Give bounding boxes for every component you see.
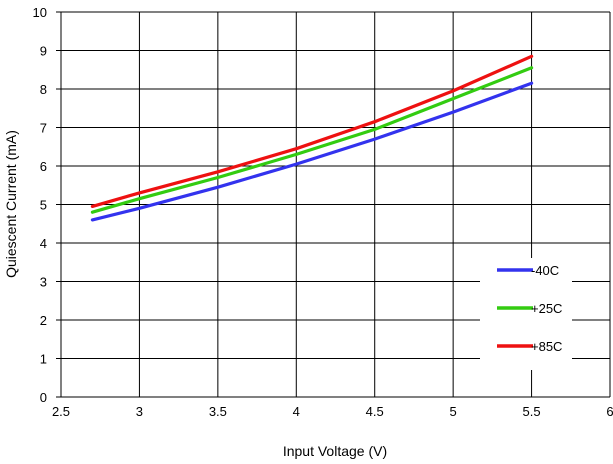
x-tick-label: 5.5 bbox=[523, 404, 541, 419]
series-line-0 bbox=[90, 81, 534, 222]
x-tick-label: 6 bbox=[606, 404, 613, 419]
y-tick-label: 6 bbox=[40, 159, 47, 174]
legend-label: +25C bbox=[531, 301, 562, 316]
y-tick-label: 8 bbox=[40, 82, 47, 97]
y-tick-label: 9 bbox=[40, 44, 47, 59]
y-tick-label: 4 bbox=[40, 236, 47, 251]
y-tick-label: 10 bbox=[33, 5, 47, 20]
legend-label: -40C bbox=[531, 263, 559, 278]
y-tick-label: 2 bbox=[40, 313, 47, 328]
x-tick-label: 4 bbox=[293, 404, 300, 419]
x-axis-ticks: 2.5 3 3.5 4 4.5 5 5.5 6 bbox=[52, 404, 613, 419]
x-tick-label: 3.5 bbox=[209, 404, 227, 419]
y-axis-title: Quiescent Current (mA) bbox=[3, 130, 19, 278]
legend-box bbox=[480, 258, 572, 370]
x-axis-title: Input Voltage (V) bbox=[283, 443, 387, 459]
legend: -40C +25C +85C bbox=[480, 258, 572, 370]
x-tick-label: 4.5 bbox=[366, 404, 384, 419]
y-tick-label: 5 bbox=[40, 198, 47, 213]
x-tick-label: 5 bbox=[450, 404, 457, 419]
y-axis-ticks: 0 1 2 3 4 5 6 7 8 9 10 bbox=[33, 5, 47, 405]
y-tick-label: 3 bbox=[40, 275, 47, 290]
y-tick-label: 7 bbox=[40, 121, 47, 136]
series-lines bbox=[90, 54, 534, 222]
legend-label: +85C bbox=[531, 339, 562, 354]
x-tick-label: 3 bbox=[136, 404, 143, 419]
series-line-1 bbox=[90, 66, 534, 214]
x-tick-label: 2.5 bbox=[52, 404, 70, 419]
y-tick-label: 1 bbox=[40, 352, 47, 367]
y-tick-label: 0 bbox=[40, 390, 47, 405]
series-line-2 bbox=[90, 54, 534, 208]
